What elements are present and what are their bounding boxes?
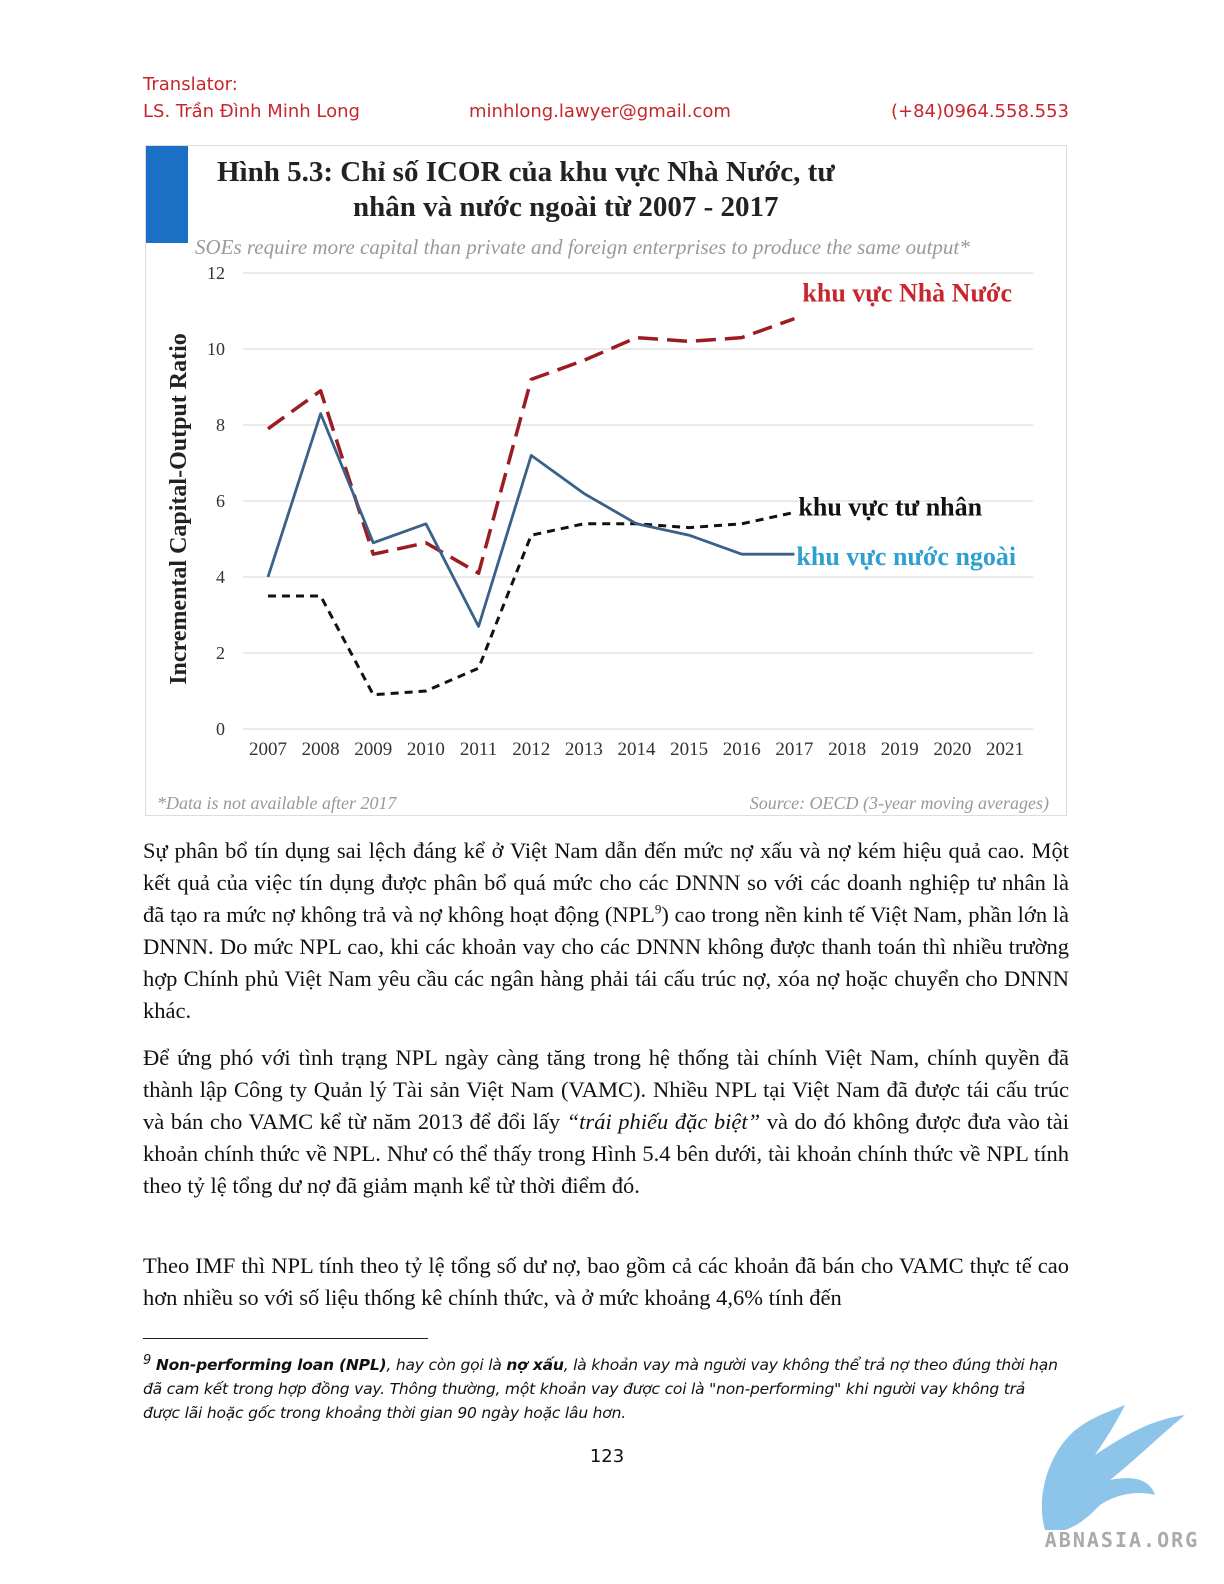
series-label: khu vực Nhà Nước <box>802 279 1012 308</box>
logo-shape <box>1041 1405 1185 1530</box>
x-tick-label: 2014 <box>618 739 657 760</box>
logo-text: ABNASIA.ORG <box>1045 1528 1199 1552</box>
page-number: 123 <box>589 1446 625 1467</box>
x-tick-label: 2009 <box>354 739 392 760</box>
x-tick-label: 2017 <box>775 739 813 760</box>
y-tick-label: 12 <box>207 263 225 283</box>
logo: ABNASIA.ORG <box>1041 1405 1199 1552</box>
y-tick-label: 4 <box>216 567 225 587</box>
x-tick-label: 2015 <box>670 739 708 760</box>
chart-title: Hình 5.3: Chỉ số ICOR của khu vực Nhà Nư… <box>217 156 835 188</box>
y-tick-label: 0 <box>216 719 225 739</box>
translator-name: LS. Trần Đình Minh Long <box>143 101 360 122</box>
email: minhlong.lawyer@gmail.com <box>469 101 731 122</box>
title-accent <box>146 146 188 243</box>
x-tick-label: 2010 <box>407 739 445 760</box>
text: và do đó không được đưa vào tài khoản ch… <box>143 1109 1069 1198</box>
x-tick-label: 2018 <box>828 739 866 760</box>
y-tick-label: 8 <box>216 415 225 435</box>
x-tick-label: 2019 <box>881 739 919 760</box>
chart: Hình 5.3: Chỉ số ICOR của khu vực Nhà Nư… <box>145 145 1067 816</box>
footnote-number: 9 <box>143 1352 152 1368</box>
bold-term: Non-performing loan (NPL) <box>155 1356 387 1374</box>
text: , là khoản vay mà người vay không thể tr… <box>143 1356 1058 1422</box>
chart-title: nhân và nước ngoài từ 2007 - 2017 <box>353 191 779 223</box>
x-tick-label: 2012 <box>512 739 550 760</box>
y-tick-label: 10 <box>207 339 225 359</box>
x-tick-label: 2020 <box>933 739 971 760</box>
series-label: khu vực nước ngoài <box>796 542 1016 571</box>
paragraph: Sự phân bổ tín dụng sai lệch đáng kể ở V… <box>143 835 1069 1027</box>
x-tick-label: 2013 <box>565 739 603 760</box>
footnote-ref: 9 <box>654 901 662 917</box>
x-tick-label: 2021 <box>986 739 1024 760</box>
text: Sự phân bổ tín dụng sai lệch đáng kể ở V… <box>143 838 1069 927</box>
paragraph: Theo IMF thì NPL tính theo tỷ lệ tổng số… <box>143 1250 1069 1314</box>
x-tick-label: 2008 <box>302 739 340 760</box>
y-axis-label: Incremental Capital-Output Ratio <box>166 333 192 685</box>
text: ) cao trong nền kinh tế Việt Nam, phần l… <box>143 902 1070 1023</box>
text: Theo IMF thì NPL tính theo tỷ lệ tổng số… <box>143 1253 1069 1310</box>
translator-label: Translator: <box>143 74 238 95</box>
footnote: 9 Non-performing loan (NPL), hay còn gọi… <box>143 1353 1063 1425</box>
text: , hay còn gọi là <box>386 1356 507 1374</box>
emphasis: “trái phiếu đặc biệt” <box>566 1109 761 1134</box>
y-tick-label: 2 <box>216 643 225 663</box>
phone: (+84)0964.558.553 <box>891 101 1069 122</box>
x-tick-label: 2007 <box>249 739 287 760</box>
chart-subtitle: SOEs require more capital than private a… <box>195 235 970 259</box>
series-line <box>266 412 795 628</box>
bold-term: nợ xấu <box>506 1356 564 1374</box>
text: Để ứng phó với tình trạng NPL ngày càng … <box>143 1045 1069 1134</box>
y-tick-label: 6 <box>216 491 225 511</box>
x-tick-label: 2011 <box>460 739 497 760</box>
series-line <box>268 510 795 697</box>
chart-note: *Data is not available after 2017 <box>157 793 397 813</box>
chart-source: Source: OECD (3-year moving averages) <box>750 793 1049 814</box>
series-label: khu vực tư nhân <box>798 492 982 521</box>
footnote-rule <box>143 1338 428 1339</box>
paragraph: Để ứng phó với tình trạng NPL ngày càng … <box>143 1042 1069 1202</box>
x-tick-label: 2016 <box>723 739 761 760</box>
